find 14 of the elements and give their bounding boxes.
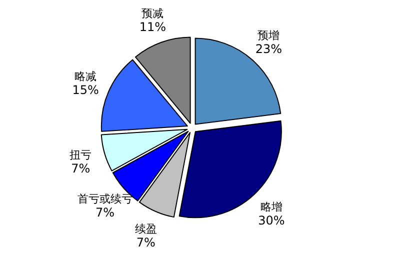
data-label: 7% bbox=[71, 161, 90, 176]
slice-label: 首亏或续亏 bbox=[77, 192, 132, 206]
data-label: 7% bbox=[95, 206, 115, 220]
data-label: 15% bbox=[72, 82, 99, 97]
slice-label: 略增 bbox=[260, 200, 282, 214]
slice-label: 预增 bbox=[258, 28, 280, 42]
slice-label: 预减 bbox=[142, 6, 164, 20]
data-label: 7% bbox=[136, 235, 156, 250]
slice-label: 略减 bbox=[74, 70, 97, 83]
data-label: 23% bbox=[255, 42, 282, 56]
data-label: 30% bbox=[258, 214, 285, 228]
data-label: 11% bbox=[139, 20, 166, 34]
slice-label: 续盈 bbox=[134, 222, 157, 236]
slice-label: 扭亏 bbox=[70, 148, 92, 162]
